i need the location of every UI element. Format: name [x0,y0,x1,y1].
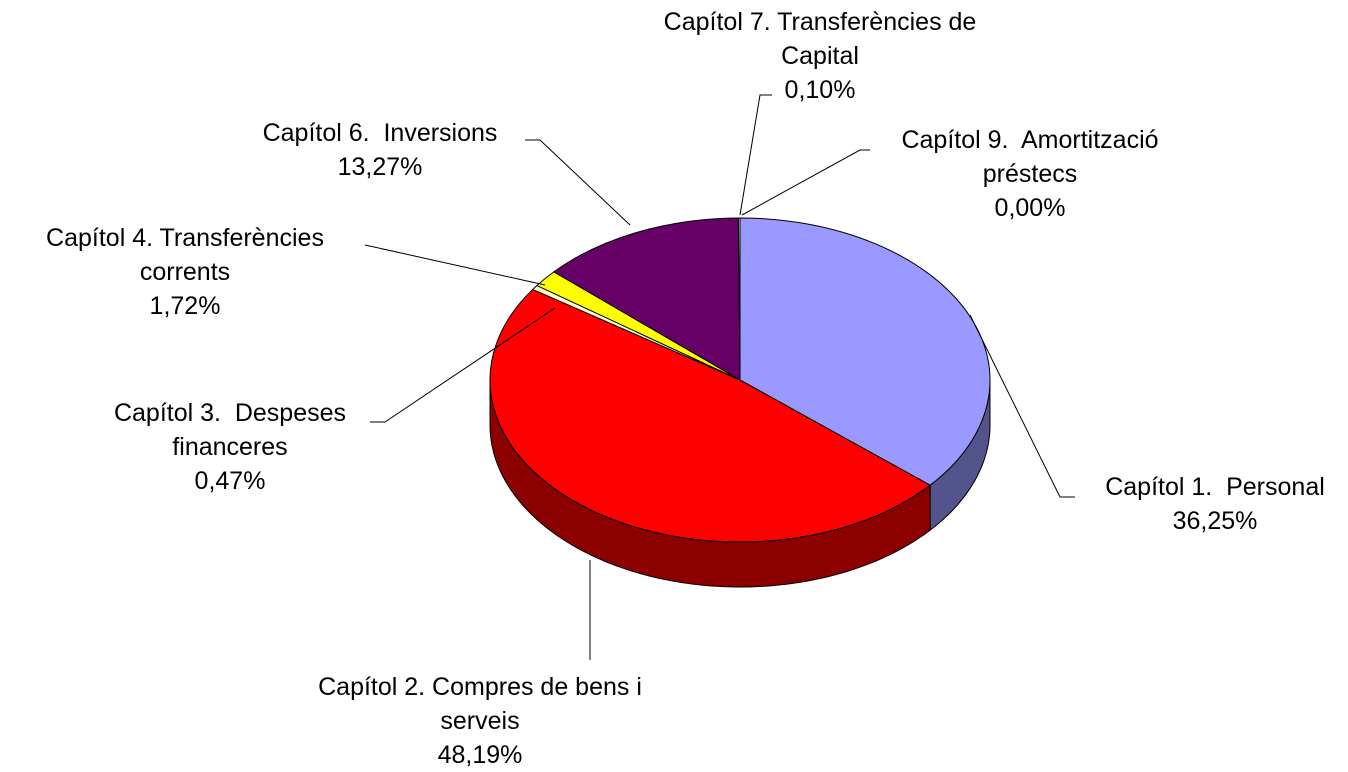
slice-value-label: 0,00% [994,194,1066,222]
slice-label: Capítol 7. Transferències de Capital [663,8,984,70]
slice-value-label: 1,72% [149,292,221,320]
leader-line [741,149,870,216]
slice [552,217,741,381]
slice-label: Capítol 6. Inversions [262,119,498,147]
slice-value-label: 36,25% [1172,507,1258,535]
leader-line [969,314,1075,498]
slice [739,217,991,486]
slice-label: Capítol 4. Transferències corrents [46,224,331,286]
slice [489,288,932,543]
leader-line [525,139,631,226]
slice-label: Capítol 2. Compres de bens i serveis [318,673,649,735]
leader-line [364,244,546,286]
slice-label: Capítol 3. Despeses financeres [113,399,353,461]
leader-line [370,307,556,423]
slice-value-label: 13,27% [337,153,423,181]
leader-line [739,94,772,216]
slice-label: Capítol 9. Amortització préstecs [901,126,1166,188]
slice-value-label: 0,47% [194,467,266,495]
slice-value-label: 48,19% [437,741,523,769]
slice-value-label: 0,10% [784,76,856,104]
slice-label: Capítol 1. Personal [1105,473,1325,501]
